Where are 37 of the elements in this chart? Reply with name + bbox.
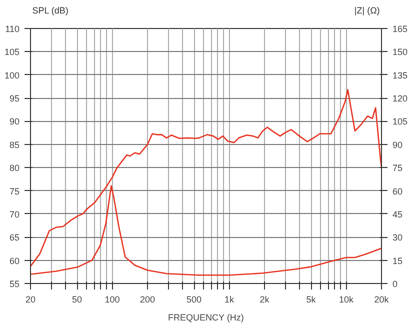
y2-tick-label: 30 — [392, 232, 403, 243]
y-tick-label: 80 — [9, 163, 20, 174]
x-tick-label: 10k — [339, 294, 354, 304]
y-tick-label: 55 — [9, 279, 20, 289]
y2-tick-label: 105 — [392, 116, 408, 127]
y2-tick-label: 60 — [392, 186, 403, 196]
y-tick-label: 65 — [9, 232, 20, 243]
x-tick-label: 500 — [186, 294, 202, 304]
x-tick-label: 20 — [25, 294, 36, 304]
y-tick-label: 110 — [5, 24, 20, 34]
y2-axis-title: |Z| (Ω) — [354, 6, 380, 16]
y-tick-label: 100 — [4, 70, 20, 80]
y-tick-label: 95 — [9, 94, 20, 104]
x-tick-label: 2k — [260, 294, 270, 304]
y2-tick-label: 135 — [392, 70, 408, 80]
y-tick-label: 90 — [9, 116, 20, 127]
y2-tick-label: 120 — [392, 94, 408, 104]
y2-tick-label: 0 — [392, 279, 398, 289]
y-tick-label: 75 — [9, 186, 20, 196]
y2-tick-label: 165 — [392, 24, 408, 34]
y2-tick-label: 15 — [392, 256, 403, 266]
x-tick-label: 5k — [306, 294, 316, 304]
y-axis-title: SPL (dB) — [32, 6, 68, 16]
y-tick-label: 70 — [9, 209, 20, 220]
y2-tick-label: 45 — [392, 209, 403, 220]
x-axis-title: FREQUENCY (Hz) — [168, 312, 244, 322]
x-tick-label: 50 — [72, 294, 82, 304]
y2-tick-label: 150 — [392, 47, 408, 58]
y2-tick-label: 75 — [392, 163, 403, 174]
y-tick-label: 105 — [4, 47, 20, 58]
x-tick-label: 1k — [224, 294, 235, 304]
y-tick-label: 85 — [9, 140, 20, 150]
y-tick-label: 60 — [9, 256, 20, 266]
x-tick-label: 20k — [374, 294, 390, 304]
y2-tick-label: 90 — [392, 140, 403, 150]
x-tick-label: 200 — [140, 294, 156, 304]
x-tick-label: 100 — [104, 294, 120, 304]
